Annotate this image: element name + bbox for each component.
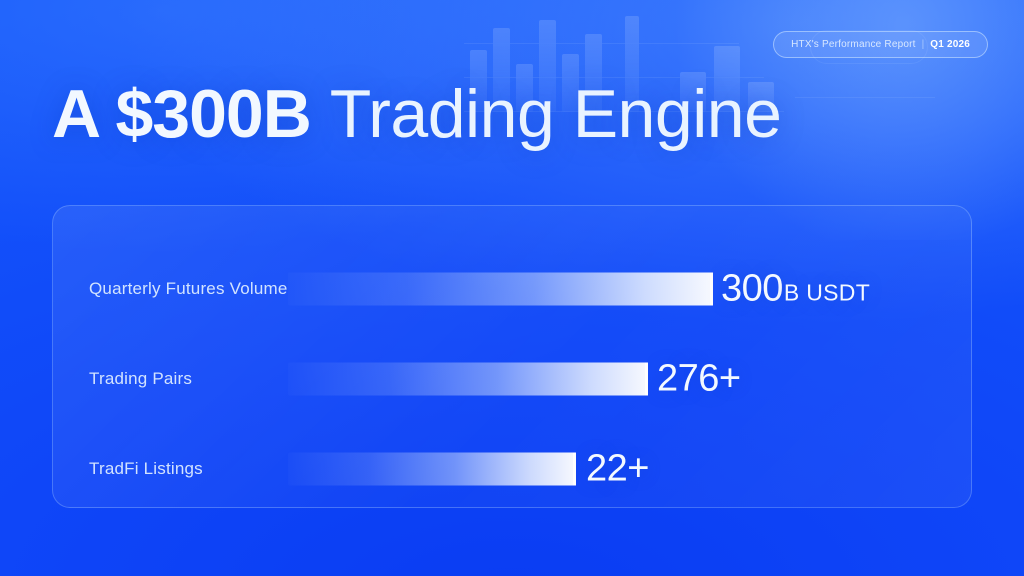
title-light-part: Trading Engine xyxy=(329,76,782,152)
stat-label: Trading Pairs xyxy=(89,369,193,388)
stat-row: Quarterly Futures Volume 300B USDT xyxy=(53,244,971,334)
stat-value-unit: B USDT xyxy=(783,279,871,306)
badge-separator: | xyxy=(921,39,925,50)
stat-row: TradFi Listings 22+ xyxy=(53,424,971,514)
stats-row-list: Quarterly Futures Volume 300B USDT Tradi… xyxy=(53,206,971,507)
stat-label: Quarterly Futures Volume xyxy=(89,279,288,298)
stat-label: TradFi Listings xyxy=(89,459,203,478)
stat-bar xyxy=(288,452,576,486)
stat-value-number: 300 xyxy=(721,267,783,310)
page-title: A $300B Trading Engine xyxy=(52,80,782,148)
stat-value: 22+ xyxy=(586,448,650,491)
stat-bar xyxy=(288,362,648,396)
badge-report-label: HTX's Performance Report xyxy=(791,39,916,50)
stat-row: Trading Pairs 276+ xyxy=(53,334,971,424)
stat-value-number: 22+ xyxy=(586,447,649,490)
stat-value: 300B USDT xyxy=(721,268,870,311)
stat-bar xyxy=(288,272,713,306)
stat-value: 276+ xyxy=(657,358,742,401)
report-badge: HTX's Performance Report | Q1 2026 xyxy=(773,31,988,58)
badge-quarter: Q1 2026 xyxy=(930,39,970,50)
title-strong-part: A $300B xyxy=(52,76,312,152)
stat-value-number: 276+ xyxy=(657,357,741,400)
stats-card: Quarterly Futures Volume 300B USDT Tradi… xyxy=(52,205,972,508)
